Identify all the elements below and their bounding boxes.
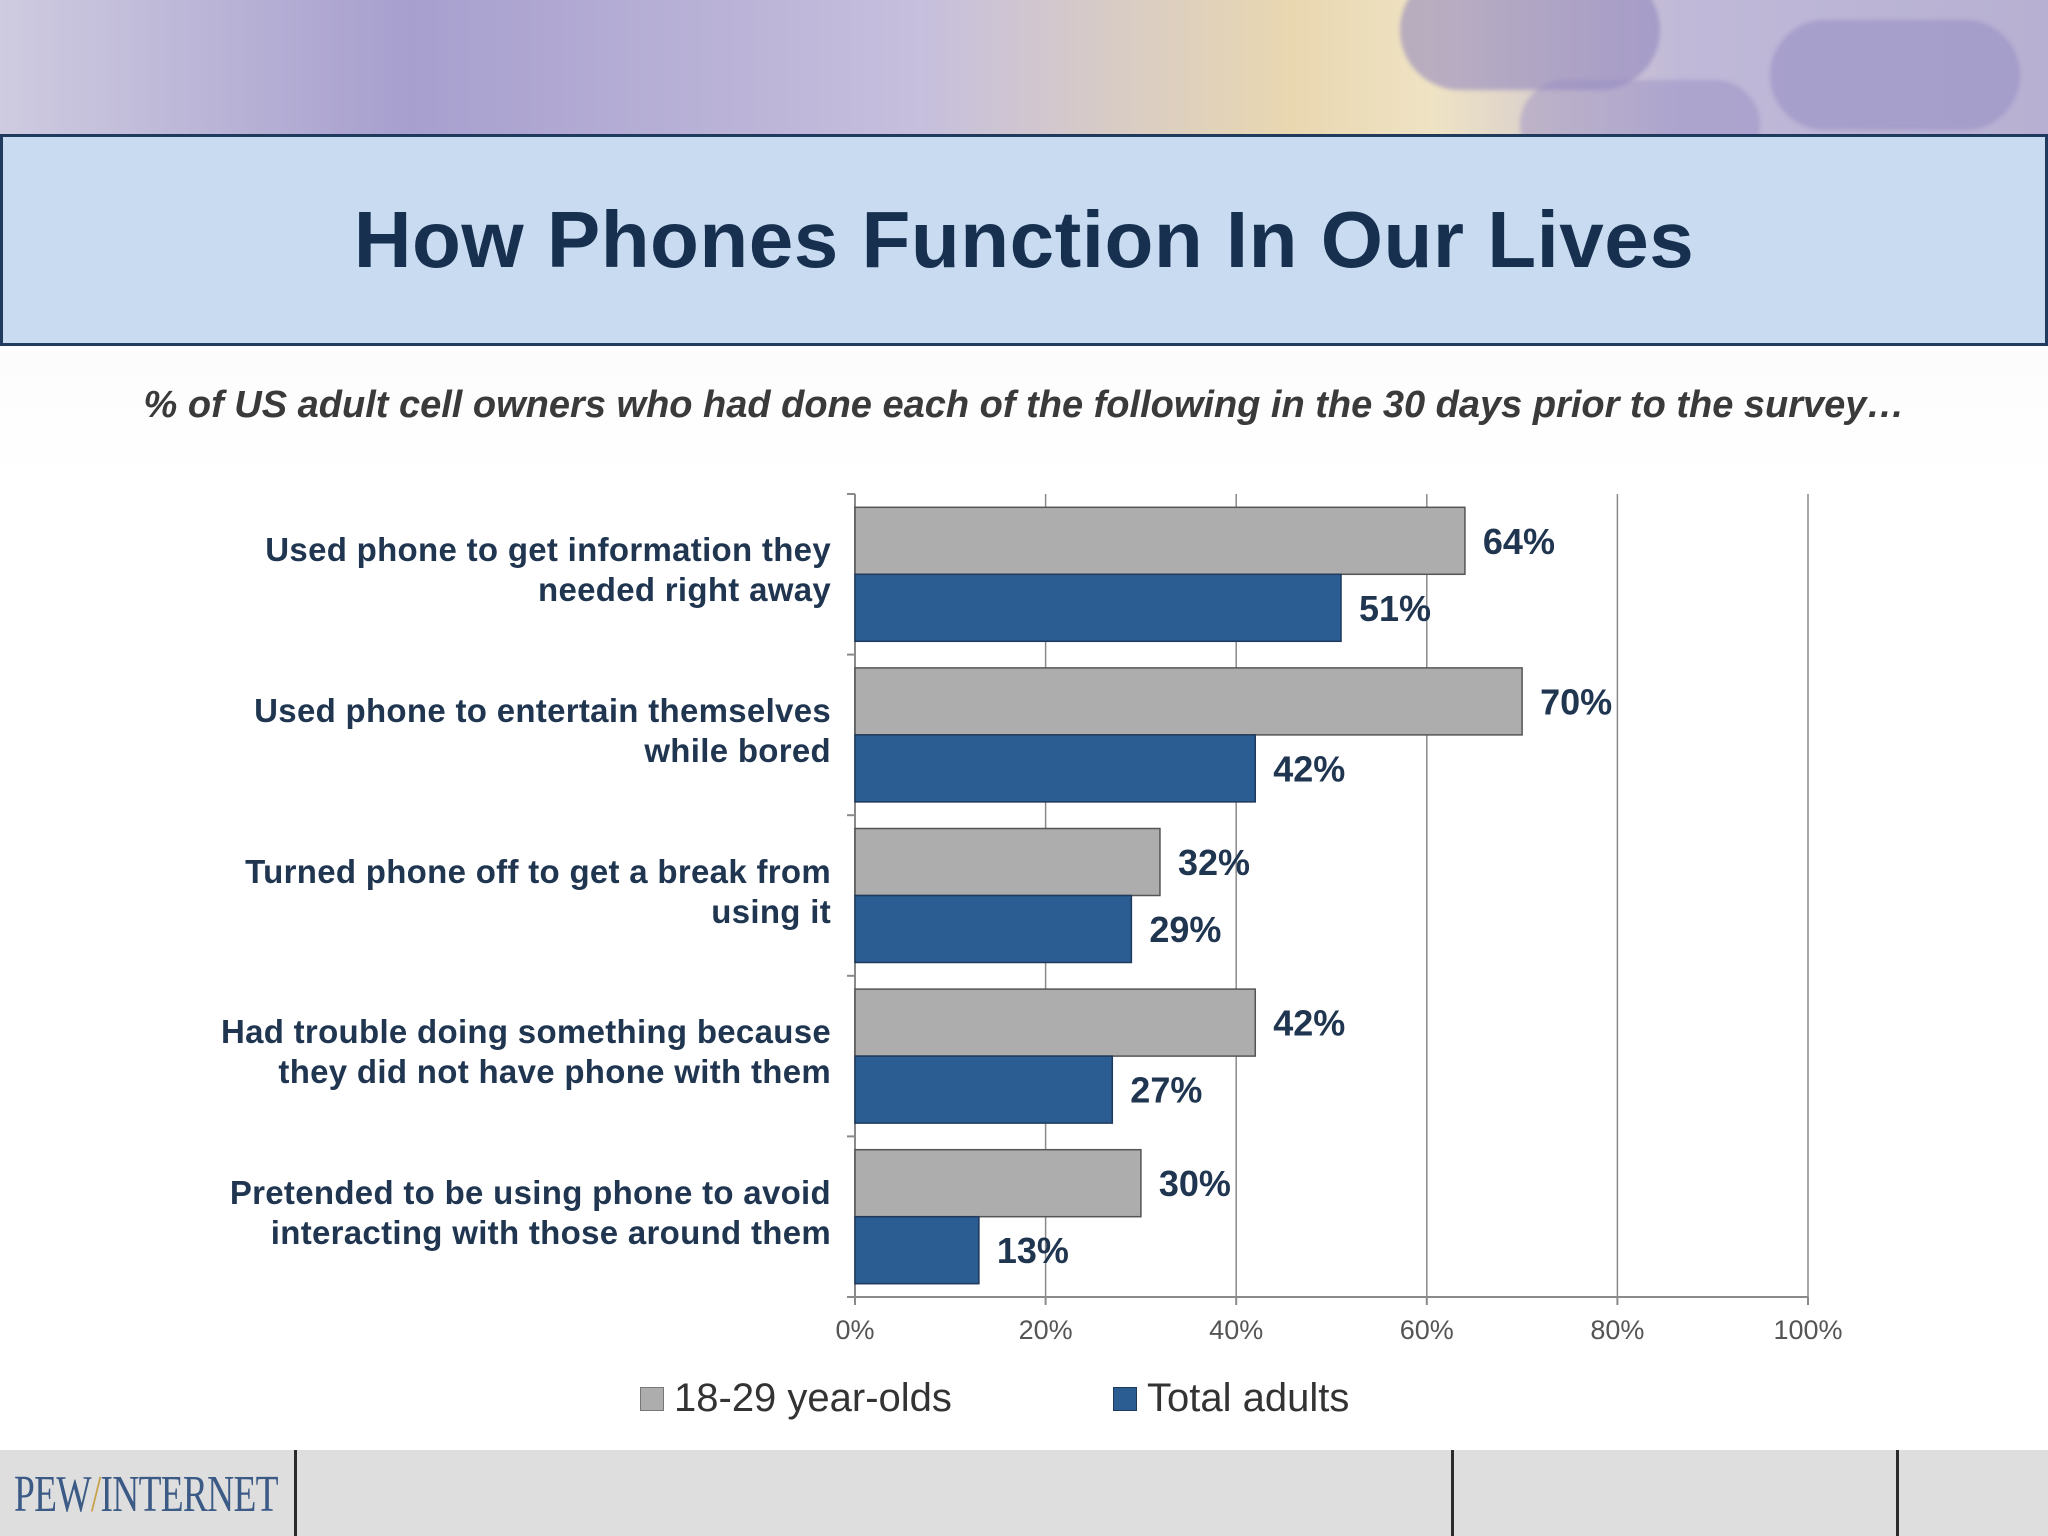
bar-chart: 0% 20% 40% 60% 80% 100% 64% 51% 70% 42% 32% 29% 42% 2… xyxy=(835,493,1843,1340)
bar-series-2 xyxy=(854,1055,1114,1124)
x-tick-label: 40% xyxy=(1209,1315,1263,1340)
bar-value-label: 32% xyxy=(1178,842,1250,883)
x-tick-label: 20% xyxy=(1019,1315,1073,1340)
category-label: Used phone to get information they needed… xyxy=(181,530,831,610)
bar-value-label: 64% xyxy=(1483,521,1555,562)
keypad-key-shape xyxy=(1520,80,1760,134)
legend-item-series-2: Total adults xyxy=(1113,1376,1349,1421)
bar-value-label: 29% xyxy=(1149,909,1221,950)
bar-value-label: 42% xyxy=(1273,1003,1345,1044)
bar-value-label: 70% xyxy=(1540,681,1612,722)
bar-series-1 xyxy=(854,1148,1142,1218)
legend-swatch-series-1 xyxy=(640,1386,664,1411)
footer-divider xyxy=(1896,1450,1899,1536)
bar-series-2 xyxy=(854,894,1133,964)
title-band: How Phones Function In Our Lives xyxy=(0,134,2048,346)
legend-swatch-series-2 xyxy=(1113,1386,1137,1411)
legend-label-series-2: Total adults xyxy=(1147,1376,1350,1420)
legend-label-series-1: 18-29 year-olds xyxy=(674,1376,952,1420)
category-label-line: they did not have phone with them xyxy=(278,1053,831,1091)
chart-legend: 18-29 year-olds Total adults xyxy=(0,1376,2048,1426)
bar-value-label: 42% xyxy=(1273,748,1345,789)
bar-value-label: 27% xyxy=(1130,1070,1202,1111)
category-label-line: Used phone to get information they xyxy=(265,531,831,569)
category-label-line: interacting with those around them xyxy=(270,1213,831,1251)
x-tick-label: 80% xyxy=(1590,1315,1644,1340)
category-label-line: Used phone to entertain themselves xyxy=(254,691,831,729)
category-label-line: needed right away xyxy=(537,571,831,609)
logo-text-left: PEW xyxy=(14,1466,92,1523)
category-label-line: using it xyxy=(711,892,831,930)
pew-internet-logo: PEW/INTERNET xyxy=(14,1460,279,1530)
category-label: Used phone to entertain themselves while … xyxy=(181,691,831,771)
bar-series-1 xyxy=(854,667,1523,736)
bar-series-2 xyxy=(854,734,1257,803)
category-label-line: Turned phone off to get a break from xyxy=(245,852,831,890)
logo-text-right: INTERNET xyxy=(100,1466,279,1523)
category-label-line: Had trouble doing something because xyxy=(220,1013,831,1051)
category-label-line: Pretended to be using phone to avoid xyxy=(229,1173,831,1211)
footer-divider xyxy=(294,1450,297,1536)
x-tick-label: 60% xyxy=(1400,1315,1454,1340)
category-label-line: while bored xyxy=(644,731,831,769)
bar-series-2 xyxy=(854,1215,980,1285)
x-tick-label: 0% xyxy=(835,1315,874,1340)
bar-series-1 xyxy=(854,506,1466,576)
bar-series-1 xyxy=(854,988,1257,1057)
bar-series-2 xyxy=(854,573,1342,643)
bar-series-1 xyxy=(854,827,1161,897)
keypad-key-shape xyxy=(1400,0,1660,90)
legend-item-series-1: 18-29 year-olds xyxy=(640,1376,952,1421)
bar-value-label: 30% xyxy=(1159,1163,1231,1204)
category-label: Pretended to be using phone to avoid inte… xyxy=(181,1173,831,1253)
slide-title: How Phones Function In Our Lives xyxy=(353,195,1695,284)
header-photo xyxy=(0,0,2048,134)
bar-value-label: 51% xyxy=(1359,588,1431,629)
footer-bar xyxy=(0,1450,2048,1536)
chart-subtitle: % of US adult cell owners who had done e… xyxy=(143,384,1905,426)
x-tick-label: 100% xyxy=(1773,1315,1842,1340)
category-label: Had trouble doing something because they … xyxy=(181,1012,831,1092)
category-label: Turned phone off to get a break from usin… xyxy=(181,852,831,932)
bar-value-label: 13% xyxy=(997,1230,1069,1271)
keypad-key-shape xyxy=(1770,20,2020,130)
logo-slash: / xyxy=(90,1466,101,1523)
footer-divider xyxy=(1451,1450,1454,1536)
